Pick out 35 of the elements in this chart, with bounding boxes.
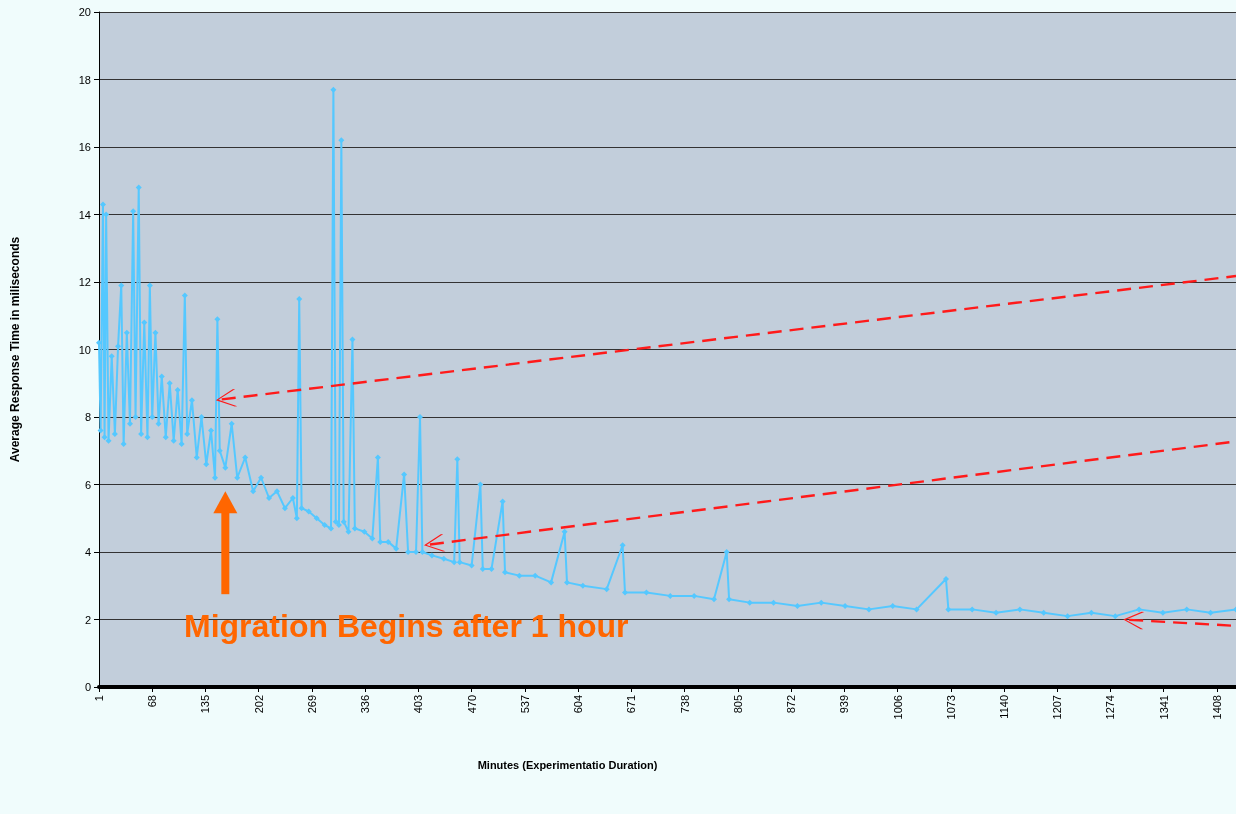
x-tick-label: 1408 — [1210, 695, 1223, 720]
x-axis-title: Minutes (Experimentatio Duration) — [477, 758, 658, 771]
x-tick-label: 470 — [465, 695, 478, 714]
x-tick-label: 1 — [93, 695, 105, 702]
x-tick-label: 1140 — [997, 695, 1010, 719]
y-tick-label: 2 — [84, 613, 91, 626]
x-tick-label: 1006 — [891, 695, 904, 720]
x-tick-label: 872 — [785, 695, 798, 714]
y-axis-title: Average Response Time in miliseconds — [8, 236, 22, 463]
x-tick-label: 1274 — [1104, 695, 1117, 720]
x-tick-label: 671 — [625, 695, 638, 714]
x-tick-label: 1073 — [944, 695, 957, 720]
x-tick-label: 738 — [678, 695, 691, 714]
y-tick-label: 20 — [78, 6, 91, 18]
x-tick-label: 939 — [838, 695, 851, 714]
x-tick-label: 403 — [412, 695, 425, 714]
x-tick-label: 805 — [731, 695, 744, 714]
y-tick-label: 10 — [78, 343, 91, 356]
y-tick-label: 0 — [84, 681, 91, 693]
y-tick-label: 12 — [78, 276, 91, 288]
x-tick-label: 604 — [572, 695, 585, 714]
x-tick-label: 336 — [359, 695, 372, 714]
x-tick-label: 68 — [146, 695, 159, 708]
x-tick-label: 1341 — [1157, 695, 1170, 720]
y-tick-label: 4 — [84, 546, 91, 558]
x-tick-label: 202 — [252, 695, 265, 714]
x-tick-label: 537 — [518, 695, 531, 714]
y-tick-label: 14 — [78, 208, 91, 221]
y-tick-label: 18 — [78, 73, 91, 86]
y-tick-label: 16 — [78, 141, 91, 153]
x-tick-label: 1207 — [1051, 695, 1064, 720]
y-tick-label: 8 — [84, 411, 91, 423]
y-tick-label: 6 — [84, 478, 91, 491]
x-tick-label: 269 — [305, 695, 318, 714]
x-tick-label: 135 — [199, 695, 212, 714]
